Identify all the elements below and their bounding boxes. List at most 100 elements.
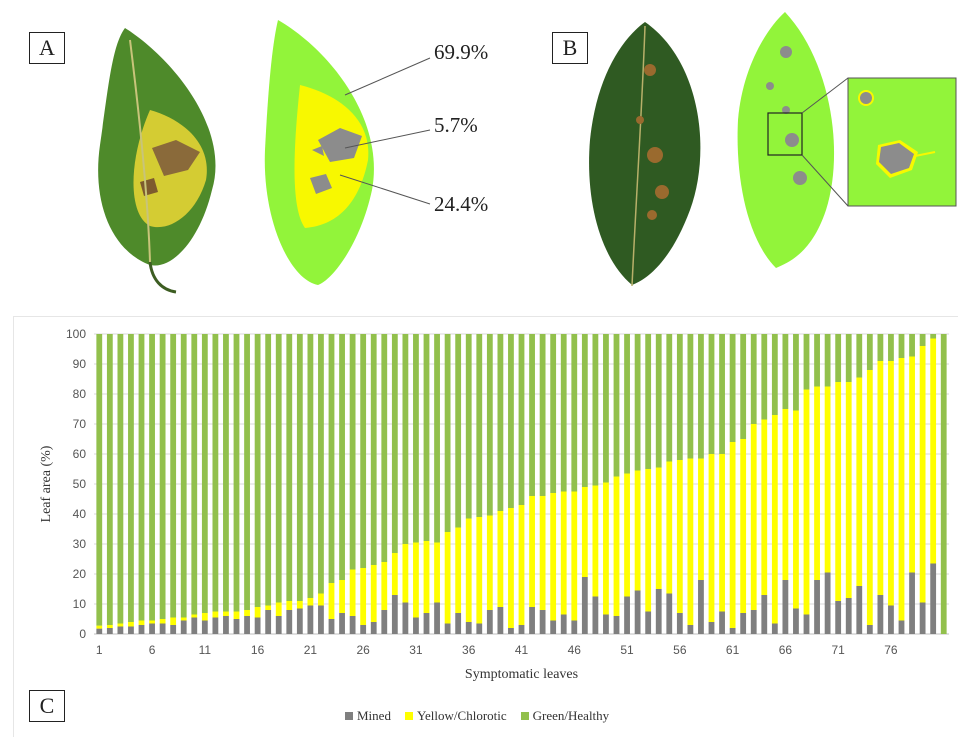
bar-segment xyxy=(666,334,673,462)
bar-segment xyxy=(296,601,303,609)
bar-segment xyxy=(634,590,641,634)
bar-segment xyxy=(170,334,177,618)
bar-segment xyxy=(888,605,894,634)
bar-segment xyxy=(370,622,377,634)
bar-segment xyxy=(413,542,419,618)
bar-segment xyxy=(624,596,630,634)
bar-segment xyxy=(824,572,831,634)
bar-segment xyxy=(180,617,187,621)
bar-segment xyxy=(771,334,778,415)
bar-segment xyxy=(676,460,683,613)
bar-segment xyxy=(592,596,599,634)
x-tick-label: 26 xyxy=(356,643,370,657)
bar-segment xyxy=(423,613,430,634)
bar-segment xyxy=(539,610,546,634)
bar-segment xyxy=(740,334,747,439)
bar-segment xyxy=(793,608,799,634)
bar-segment xyxy=(539,334,546,496)
bar-segment xyxy=(782,334,789,409)
bar-segment xyxy=(539,496,546,610)
bar-segment xyxy=(687,625,694,634)
bar-segment xyxy=(803,614,810,634)
bar-segment xyxy=(265,605,272,610)
chart-panel: 0 10 20 30 40 50 60 70 80 90 100 1 6 11 16 21 26 31 36 41 46… xyxy=(13,316,958,737)
y-tick-label: 80 xyxy=(73,387,87,401)
bar-segment xyxy=(877,334,884,361)
bar-segment xyxy=(793,410,799,609)
bar-segment xyxy=(771,415,778,624)
leader-green xyxy=(344,57,431,96)
bar-segment xyxy=(729,628,736,634)
bar-segment xyxy=(370,565,377,622)
bar-segment xyxy=(201,613,208,621)
x-tick-label: 51 xyxy=(620,643,634,657)
leaf-segmented-b xyxy=(737,12,835,268)
bar-segment xyxy=(719,454,725,612)
zoom-inset xyxy=(847,77,957,207)
bar-segment xyxy=(771,623,778,634)
legend-label-yellow: Yellow/Chlorotic xyxy=(416,708,507,723)
bar-segment xyxy=(413,334,419,543)
bar-segment xyxy=(254,617,261,634)
leaf-segmented-a xyxy=(264,20,374,285)
bar-segment xyxy=(560,491,567,615)
bar-segment xyxy=(518,625,525,634)
bar-segment xyxy=(275,334,282,603)
bar-segment xyxy=(138,620,145,625)
bar-segment xyxy=(265,610,272,634)
y-tick-label: 10 xyxy=(73,597,87,611)
bar-segment xyxy=(508,628,514,634)
bar-segment xyxy=(571,620,578,634)
bar-segment xyxy=(318,334,324,594)
bar-segment xyxy=(708,622,715,634)
bar-segment xyxy=(128,626,134,634)
bar-segment xyxy=(634,334,641,471)
bar-segment xyxy=(360,334,367,568)
bar-segment xyxy=(845,334,852,382)
bar-segment xyxy=(866,625,873,634)
bar-segment xyxy=(423,541,430,613)
bar-segment xyxy=(550,493,557,621)
bar-segment xyxy=(159,619,166,624)
bar-segment xyxy=(750,334,757,424)
x-tick-label: 61 xyxy=(726,643,740,657)
legend-item-mined: Mined xyxy=(345,708,391,724)
bar-segment xyxy=(866,370,873,625)
bar-segment xyxy=(814,386,820,580)
bar-segment xyxy=(223,616,229,634)
bar-segment xyxy=(645,469,652,612)
bar-segment xyxy=(455,334,462,528)
x-tick-label: 41 xyxy=(515,643,529,657)
y-tick-label: 70 xyxy=(73,417,87,431)
leaf-photo-b xyxy=(589,22,701,287)
bar-segment xyxy=(687,334,694,459)
x-tick-label: 36 xyxy=(462,643,476,657)
bar-segment xyxy=(592,334,599,486)
panel-label-b: B xyxy=(552,32,588,64)
bar-segment xyxy=(486,515,493,610)
bar-segment xyxy=(529,496,535,607)
bar-segment xyxy=(729,334,736,442)
bar-segment xyxy=(244,616,250,634)
bar-segment xyxy=(328,619,335,634)
bar-segment xyxy=(529,334,535,496)
bar-segment xyxy=(434,542,440,603)
bar-segment xyxy=(898,334,905,358)
bar-segment xyxy=(845,382,852,598)
y-tick-label: 40 xyxy=(73,507,87,521)
bar-segment xyxy=(740,439,747,613)
bar-segment xyxy=(149,620,155,624)
leader-mined xyxy=(344,129,431,149)
bar-segment xyxy=(360,625,367,634)
bar-segment xyxy=(128,622,134,627)
bar-segment xyxy=(106,334,113,625)
legend-item-green: Green/Healthy xyxy=(520,708,609,724)
bar-segment xyxy=(655,334,662,468)
legend-swatch-mined xyxy=(345,712,353,720)
bar-segment xyxy=(919,346,926,603)
bar-segment xyxy=(465,518,472,622)
bar-segment xyxy=(233,611,240,619)
bar-segment xyxy=(708,334,715,454)
annotation-yellow-percent: 24.4% xyxy=(434,192,489,216)
